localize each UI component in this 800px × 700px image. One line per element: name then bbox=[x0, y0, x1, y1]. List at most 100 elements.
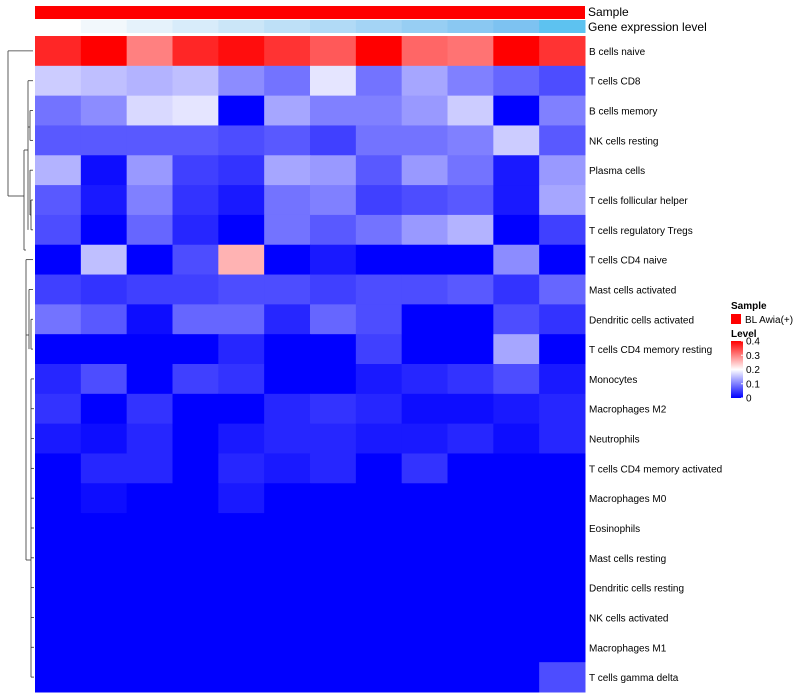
heatmap-cell bbox=[80, 155, 128, 186]
heatmap-cell bbox=[355, 662, 403, 693]
annotation-cell-expression bbox=[172, 20, 219, 33]
heatmap-cell bbox=[493, 185, 540, 216]
heatmap-cell bbox=[401, 155, 448, 186]
heatmap-cell bbox=[264, 334, 311, 365]
heatmap-cell bbox=[539, 364, 586, 395]
row-label: T cells CD8 bbox=[589, 77, 641, 88]
row-label: Mast cells activated bbox=[589, 285, 676, 296]
heatmap-cell bbox=[447, 602, 494, 633]
heatmap-cell bbox=[493, 453, 540, 484]
heatmap-cell bbox=[310, 65, 357, 97]
heatmap-cell bbox=[218, 483, 265, 514]
heatmap-cell bbox=[355, 214, 403, 246]
heatmap-cell bbox=[310, 602, 357, 633]
heatmap-cell bbox=[493, 304, 540, 335]
row-label: T cells CD4 memory activated bbox=[589, 464, 722, 475]
heatmap-cell bbox=[401, 36, 448, 67]
heatmap-cell bbox=[493, 632, 540, 663]
heatmap-cell bbox=[310, 185, 357, 216]
heatmap-cell bbox=[401, 453, 448, 484]
heatmap-cell bbox=[310, 364, 357, 395]
heatmap-cell bbox=[493, 393, 540, 425]
heatmap-cell bbox=[447, 513, 494, 544]
heatmap-cell bbox=[355, 513, 403, 544]
row-label: B cells naive bbox=[589, 47, 646, 58]
heatmap-cell bbox=[401, 602, 448, 633]
heatmap-cell bbox=[310, 95, 357, 126]
heatmap-cell bbox=[172, 125, 219, 156]
heatmap-cell bbox=[447, 572, 494, 604]
heatmap-cell bbox=[126, 36, 173, 67]
heatmap-cell bbox=[401, 65, 448, 97]
heatmap-cell bbox=[218, 244, 265, 276]
annotation-cell-expression bbox=[493, 20, 540, 33]
heatmap-cell bbox=[126, 155, 173, 186]
heatmap-cell bbox=[401, 214, 448, 246]
heatmap-cell bbox=[126, 453, 173, 484]
heatmap-cell bbox=[401, 423, 448, 454]
heatmap-cell bbox=[218, 364, 265, 395]
heatmap-cell bbox=[493, 125, 540, 156]
heatmap-cell bbox=[539, 423, 586, 454]
heatmap-cell bbox=[264, 304, 311, 335]
heatmap-cell bbox=[218, 632, 265, 663]
heatmap-cell bbox=[355, 423, 403, 454]
heatmap-cell bbox=[447, 185, 494, 216]
heatmap-cell bbox=[539, 214, 586, 246]
heatmap-cell bbox=[126, 95, 173, 126]
row-dendrogram bbox=[7, 50, 34, 678]
heatmap-cell bbox=[35, 453, 82, 484]
heatmap-cell bbox=[264, 95, 311, 126]
heatmap-cell bbox=[355, 36, 403, 67]
heatmap-cell bbox=[172, 423, 219, 454]
heatmap-cell bbox=[264, 244, 311, 276]
heatmap-cell bbox=[35, 602, 82, 633]
heatmap-cell bbox=[126, 334, 173, 365]
heatmap-cell bbox=[218, 513, 265, 544]
heatmap-cell bbox=[493, 65, 540, 97]
row-label: Monocytes bbox=[589, 375, 637, 386]
heatmap-cell bbox=[355, 632, 403, 663]
legend-color-gradient bbox=[731, 341, 743, 398]
heatmap-cell bbox=[310, 632, 357, 663]
heatmap-cell bbox=[80, 632, 128, 663]
heatmap-cell bbox=[493, 155, 540, 186]
row-label: NK cells resting bbox=[589, 136, 658, 147]
legend-tick-label: 0.2 bbox=[746, 365, 760, 376]
heatmap-cell bbox=[172, 393, 219, 425]
row-label: Dendritic cells resting bbox=[589, 584, 684, 595]
heatmap-cell bbox=[126, 542, 173, 574]
row-label: Eosinophils bbox=[589, 524, 640, 535]
heatmap-cell bbox=[493, 214, 540, 246]
heatmap-cell bbox=[310, 513, 357, 544]
legend-tick-label: 0.4 bbox=[746, 337, 760, 348]
heatmap-cell bbox=[126, 364, 173, 395]
row-label: T cells regulatory Tregs bbox=[589, 226, 693, 237]
heatmap-cell bbox=[447, 364, 494, 395]
heatmap-cell bbox=[310, 542, 357, 574]
heatmap-cell bbox=[172, 364, 219, 395]
heatmap-cell bbox=[539, 36, 586, 67]
heatmap-cell bbox=[218, 572, 265, 604]
heatmap-cell bbox=[172, 453, 219, 484]
heatmap-cell bbox=[172, 572, 219, 604]
heatmap-cell bbox=[35, 364, 82, 395]
heatmap-cell bbox=[218, 453, 265, 484]
annotation-cell-expression bbox=[355, 20, 403, 33]
heatmap-cell bbox=[80, 423, 128, 454]
heatmap-cell bbox=[264, 632, 311, 663]
heatmap-cell bbox=[264, 125, 311, 156]
heatmap-cell bbox=[539, 95, 586, 126]
heatmap-cell bbox=[126, 244, 173, 276]
row-label: Dendritic cells activated bbox=[589, 315, 694, 326]
heatmap-cell bbox=[310, 274, 357, 305]
heatmap-cell bbox=[539, 393, 586, 425]
heatmap-cell bbox=[126, 662, 173, 693]
heatmap-cell bbox=[172, 304, 219, 335]
row-label: T cells CD4 memory resting bbox=[589, 345, 712, 356]
heatmap-cell bbox=[218, 602, 265, 633]
heatmap-cell bbox=[35, 513, 82, 544]
heatmap-cell bbox=[218, 155, 265, 186]
heatmap-cell bbox=[264, 602, 311, 633]
heatmap-cell bbox=[172, 513, 219, 544]
